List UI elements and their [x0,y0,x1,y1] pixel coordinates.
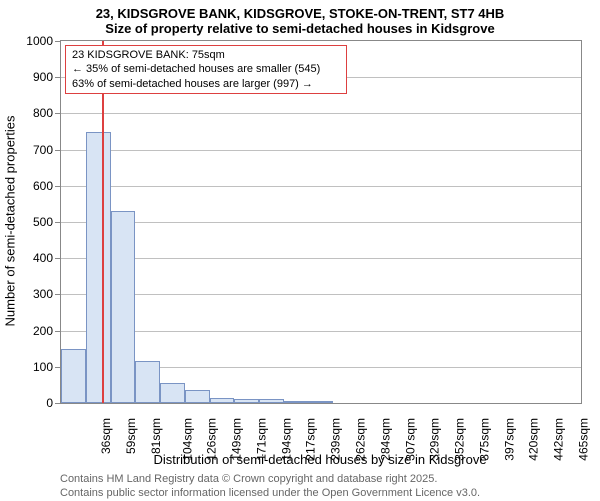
y-tick-label: 900 [33,70,61,84]
y-tick-label: 700 [33,143,61,157]
footer-attribution: Contains HM Land Registry data © Crown c… [60,472,480,501]
y-tick-label: 600 [33,179,61,193]
gridline [61,113,581,114]
gridline [61,331,581,332]
gridline [61,258,581,259]
y-tick-label: 1000 [26,34,61,48]
chart-container: 23, KIDSGROVE BANK, KIDSGROVE, STOKE-ON-… [0,0,600,500]
footer-line-1: Contains HM Land Registry data © Crown c… [60,472,480,486]
y-tick-label: 200 [33,324,61,338]
histogram-bar [259,399,284,403]
x-tick-label: 81sqm [149,418,163,454]
y-tick-label: 300 [33,287,61,301]
plot-area: 0100200300400500600700800900100036sqm59s… [60,40,582,404]
x-tick-label: 59sqm [124,418,138,454]
y-tick-label: 0 [46,396,61,410]
gridline [61,150,581,151]
histogram-bar [111,211,136,403]
y-tick-label: 800 [33,106,61,120]
y-axis-label: Number of semi-detached properties [3,116,18,327]
chart-title-main: 23, KIDSGROVE BANK, KIDSGROVE, STOKE-ON-… [0,0,600,21]
histogram-bar [234,399,259,403]
chart-title-sub: Size of property relative to semi-detach… [0,21,600,40]
y-tick-label: 400 [33,251,61,265]
info-box: 23 KIDSGROVE BANK: 75sqm← 35% of semi-de… [65,45,347,94]
histogram-bar [160,383,185,403]
info-box-line: 63% of semi-detached houses are larger (… [72,77,340,91]
info-box-line: 23 KIDSGROVE BANK: 75sqm [72,48,340,62]
histogram-bar [135,361,160,403]
y-tick-label: 100 [33,360,61,374]
histogram-bar [284,401,309,403]
x-axis-label: Distribution of semi-detached houses by … [60,452,580,467]
histogram-bar [210,398,235,403]
property-marker-line [102,41,104,403]
y-tick-label: 500 [33,215,61,229]
gridline [61,186,581,187]
footer-line-2: Contains public sector information licen… [60,486,480,500]
x-tick-label: 36sqm [99,418,113,454]
histogram-bar [61,349,86,403]
gridline [61,294,581,295]
gridline [61,222,581,223]
histogram-bar [309,401,334,403]
histogram-bar [185,390,210,403]
info-box-line: ← 35% of semi-detached houses are smalle… [72,62,340,76]
histogram-bar [86,132,111,404]
